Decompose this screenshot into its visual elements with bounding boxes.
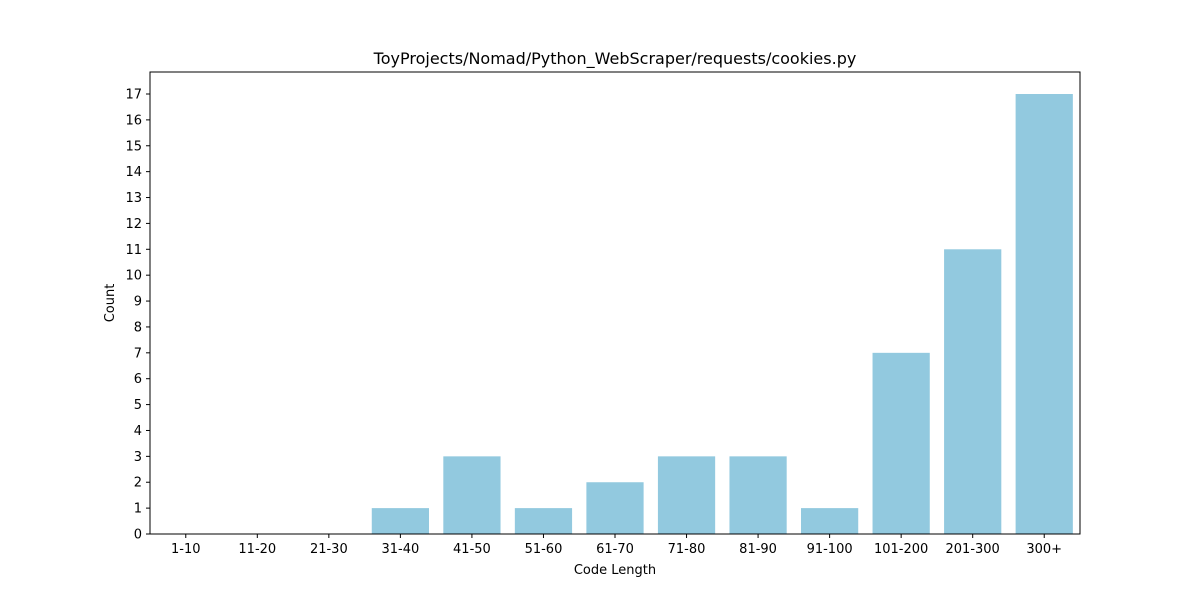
y-tick-label: 7 xyxy=(134,346,142,361)
x-axis-ticks: 1-10 11-20 21-30 31-40 41-50 51-60 61-70 71-80 8… xyxy=(171,534,1062,557)
x-tick-label: 101-200 xyxy=(874,542,928,557)
plot-frame xyxy=(149,71,1081,535)
y-tick-label: 8 xyxy=(134,320,142,335)
x-tick-label: 201-300 xyxy=(946,542,1000,557)
bar-101-200 xyxy=(872,352,930,534)
y-tick-label: 16 xyxy=(125,113,142,128)
x-tick-label: 11-20 xyxy=(238,542,276,557)
x-tick-label: 41-50 xyxy=(453,542,491,557)
y-axis-label: Count xyxy=(103,284,118,323)
bar-81-90 xyxy=(729,456,787,534)
y-tick-label: 17 xyxy=(125,88,142,103)
x-tick-label: 81-90 xyxy=(739,542,777,557)
y-tick-label: 10 xyxy=(125,269,142,284)
y-tick-label: 2 xyxy=(134,476,142,491)
bar-91-100 xyxy=(801,508,859,534)
x-tick-label: 51-60 xyxy=(525,542,563,557)
bar-51-60 xyxy=(514,508,573,534)
bar-71-80 xyxy=(657,456,716,534)
y-tick-label: 13 xyxy=(125,191,142,206)
x-tick-label: 91-100 xyxy=(807,542,853,557)
y-tick-label: 3 xyxy=(134,450,142,465)
x-tick-label: 21-30 xyxy=(310,542,348,557)
bar-31-40 xyxy=(371,508,429,534)
y-tick-label: 5 xyxy=(134,398,142,413)
x-tick-label: 300+ xyxy=(1026,542,1062,557)
y-tick-label: 12 xyxy=(125,217,142,232)
bar-300+ xyxy=(1015,94,1073,534)
bar-61-70 xyxy=(586,482,644,534)
chart-title: ToyProjects/Nomad/Python_WebScraper/requ… xyxy=(373,49,857,69)
y-tick-label: 9 xyxy=(134,295,142,310)
x-tick-label: 1-10 xyxy=(171,542,201,557)
y-tick-label: 14 xyxy=(125,165,142,180)
x-axis-label: Code Length xyxy=(574,563,656,578)
bar-41-50 xyxy=(443,456,501,534)
y-tick-label: 15 xyxy=(125,139,142,154)
bars-group xyxy=(371,94,1073,534)
x-tick-label: 31-40 xyxy=(381,542,419,557)
bar-201-300 xyxy=(944,249,1002,534)
y-tick-label: 11 xyxy=(125,243,142,258)
y-tick-label: 0 xyxy=(134,528,142,543)
x-tick-label: 71-80 xyxy=(668,542,706,557)
x-tick-label: 61-70 xyxy=(596,542,634,557)
y-tick-label: 6 xyxy=(134,372,142,387)
y-tick-label: 1 xyxy=(134,502,142,517)
y-tick-label: 4 xyxy=(134,424,142,439)
